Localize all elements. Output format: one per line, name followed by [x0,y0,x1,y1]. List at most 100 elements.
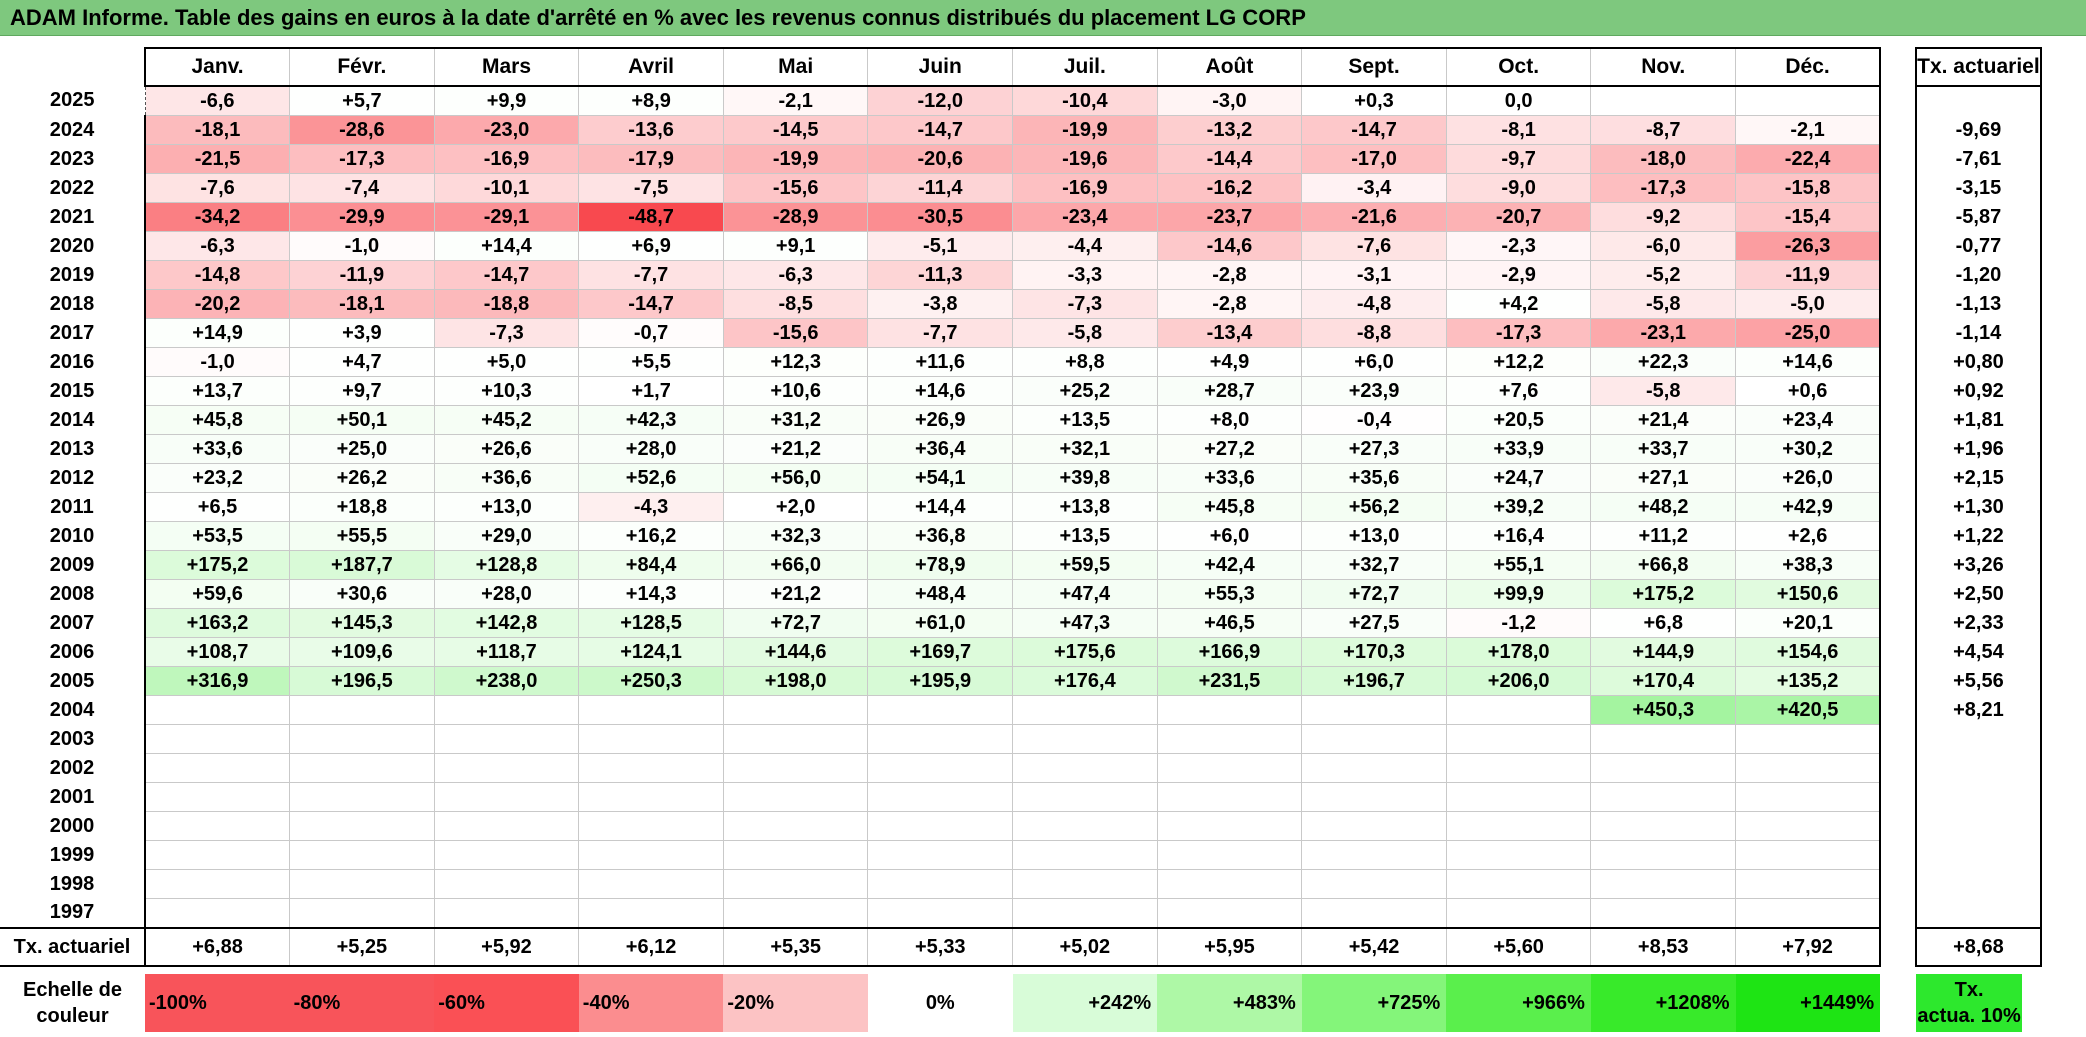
tx-actuariel-cell [1915,782,2042,812]
gain-cell: -6,3 [144,231,291,261]
gain-cell: +150,6 [1735,579,1882,609]
gain-cell [1301,753,1447,783]
gain-cell [1735,840,1882,870]
gain-cell: +72,7 [1301,579,1447,609]
gain-cell: +21,2 [722,579,869,609]
gain-cell: +36,8 [867,521,1014,551]
gain-cell: -11,9 [1735,260,1882,290]
gain-cell [289,840,435,870]
gain-cell: +316,9 [144,666,291,696]
gain-cell [722,898,869,929]
tx-actuariel-cell: +1,30 [1915,492,2042,522]
gain-cell: -29,1 [433,202,580,232]
gain-cell [1590,811,1737,841]
tx-actuariel-cell: +5,56 [1915,666,2042,696]
gain-cell: +35,6 [1301,463,1447,493]
gain-cell: +99,9 [1445,579,1592,609]
gain-cell: +32,1 [1012,434,1158,464]
table-row: 2013 +33,6 +25,0 +26,6 +28,0 +21,2 +36,4 +32,1 +… [0,434,2042,464]
year-label: 2001 [49,785,95,808]
gain-cell: +31,2 [722,405,869,435]
tx-actuariel-cell: -1,20 [1915,260,2042,290]
tx-actuariel-cell [1915,753,2042,783]
gain-cell [144,695,291,725]
gain-cell: +25,0 [289,434,435,464]
gain-cell: -2,8 [1156,260,1303,290]
gain-cell: +5,5 [578,347,724,377]
year-label: 2019 [49,263,95,286]
month-header-3: Mars [433,47,580,87]
gain-cell: +13,0 [1301,521,1447,551]
gain-cell: +420,5 [1735,695,1882,725]
gain-cell [1445,724,1592,754]
gain-cell: -20,2 [144,289,291,319]
gain-cell: +11,6 [867,347,1014,377]
gain-cell [144,811,291,841]
gain-cell: +13,5 [1012,405,1158,435]
gain-cell: +45,8 [1156,492,1303,522]
gain-cell [144,753,291,783]
gain-cell: -4,8 [1301,289,1447,319]
gain-cell: +26,6 [433,434,580,464]
month-header-4: Avril [578,47,724,87]
tx-actuariel-cell: -7,61 [1915,144,2042,174]
gain-cell: +13,5 [1012,521,1158,551]
gain-cell: +16,4 [1445,521,1592,551]
column-gap [1880,550,1917,580]
tx-actuariel-cell: +3,26 [1915,550,2042,580]
column-gap [1880,695,1917,725]
column-gap [1880,463,1917,493]
column-gap [1880,144,1917,174]
tx-scale-line1: Tx. [1954,979,1984,1001]
table-row: 2012 +23,2 +26,2 +36,6 +52,6 +56,0 +54,1 +39,8 +… [0,463,2042,493]
gain-cell: -14,7 [867,115,1014,145]
gain-cell: +178,0 [1445,637,1592,667]
table-row: 2002 [0,753,2042,783]
year-label: 2012 [49,466,95,489]
gain-cell: -7,4 [289,173,435,203]
gain-cell: +144,9 [1590,637,1737,667]
year-label: 2021 [49,205,95,228]
footer-tx-cell: +5,95 [1156,927,1303,967]
gain-cell: +206,0 [1445,666,1592,696]
gain-cell: -5,8 [1012,318,1158,348]
gain-cell: -15,6 [722,318,869,348]
tx-actuariel-cell: -0,77 [1915,231,2042,261]
gain-cell [578,782,724,812]
gain-cell: +14,3 [578,579,724,609]
gain-cell: -14,4 [1156,144,1303,174]
gain-cell: +195,9 [867,666,1014,696]
gain-cell: +38,3 [1735,550,1882,580]
gain-cell: +42,4 [1156,550,1303,580]
gain-cell: +144,6 [722,637,869,667]
gain-cell: +59,5 [1012,550,1158,580]
gain-cell: -1,0 [144,347,291,377]
gain-cell [578,811,724,841]
color-scale-step: -60% [434,974,579,1032]
gain-cell: -21,6 [1301,202,1447,232]
gain-cell [867,695,1014,725]
gain-cell: +4,7 [289,347,435,377]
gain-cell: -17,3 [289,144,435,174]
color-scale-step: -20% [723,974,868,1032]
gain-cell [1590,753,1737,783]
color-scale-step: +1449% [1735,974,1881,1032]
gain-cell: -19,9 [1012,115,1158,145]
gain-cell: +14,4 [867,492,1014,522]
year-label: 2016 [49,350,95,373]
gain-cell: -15,6 [722,173,869,203]
gain-cell [1445,811,1592,841]
gain-cell: -16,2 [1156,173,1303,203]
gain-cell [433,695,580,725]
year-label: 2003 [49,727,95,750]
column-gap [1880,928,1917,966]
month-header-7: Juil. [1012,47,1158,87]
gain-cell: +6,0 [1156,521,1303,551]
tx-actuariel-cell [1915,869,2042,899]
gain-cell: -12,0 [867,85,1014,116]
gain-cell [289,695,435,725]
color-scale-step: +725% [1301,974,1447,1032]
column-gap [1880,840,1917,870]
gain-cell: -20,7 [1445,202,1592,232]
gain-cell [289,811,435,841]
